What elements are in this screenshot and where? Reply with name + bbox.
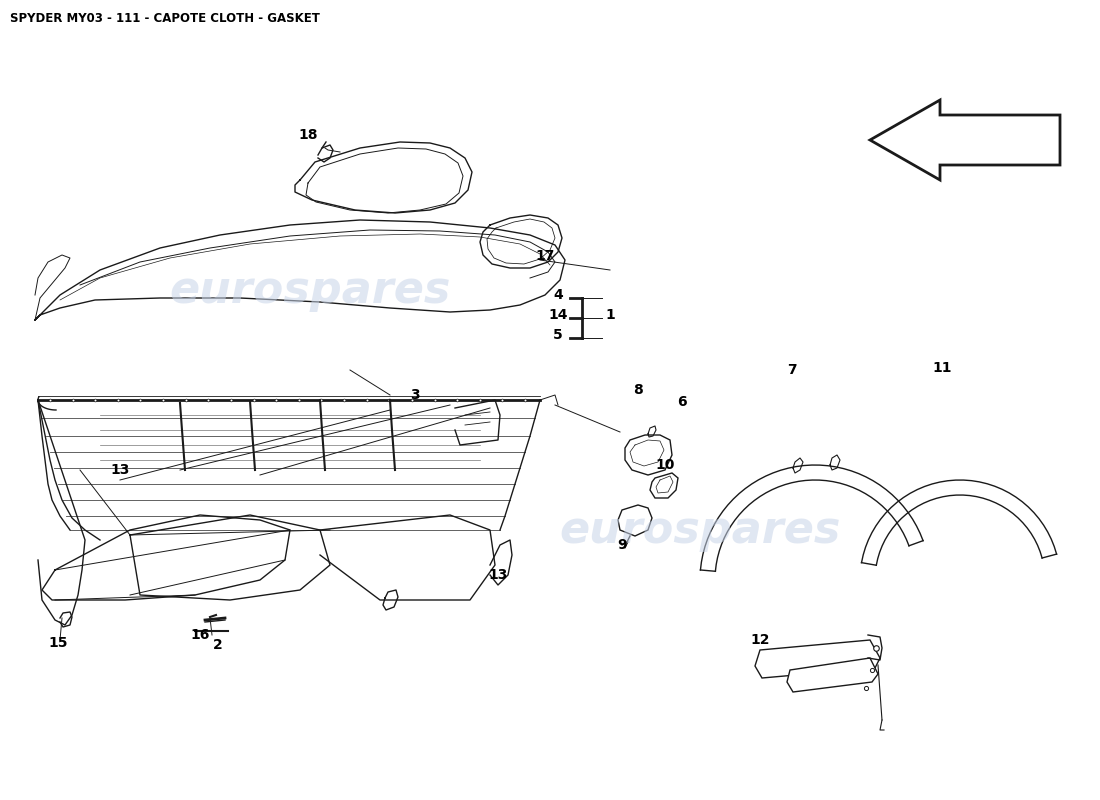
Text: 10: 10 [656, 458, 674, 472]
Text: eurospares: eurospares [169, 269, 451, 311]
Text: 6: 6 [678, 395, 686, 409]
Text: 15: 15 [48, 636, 68, 650]
Text: 5: 5 [553, 328, 563, 342]
Polygon shape [618, 505, 652, 536]
Text: eurospares: eurospares [559, 509, 840, 551]
Polygon shape [625, 435, 672, 475]
Polygon shape [786, 658, 878, 692]
Text: 4: 4 [553, 288, 563, 302]
Text: 14: 14 [548, 308, 568, 322]
Text: 7: 7 [788, 363, 796, 377]
Text: 17: 17 [536, 249, 554, 263]
Text: SPYDER MY03 - 111 - CAPOTE CLOTH - GASKET: SPYDER MY03 - 111 - CAPOTE CLOTH - GASKE… [10, 12, 320, 25]
Polygon shape [755, 640, 880, 678]
Polygon shape [650, 473, 678, 498]
Text: 9: 9 [617, 538, 627, 552]
Text: 12: 12 [750, 633, 770, 647]
Text: 13: 13 [110, 463, 130, 477]
Text: 18: 18 [298, 128, 318, 142]
Text: 1: 1 [605, 308, 615, 322]
Text: 16: 16 [190, 628, 210, 642]
Text: 8: 8 [634, 383, 642, 397]
Text: 2: 2 [213, 638, 223, 652]
Text: 13: 13 [488, 568, 508, 582]
Text: 3: 3 [410, 388, 420, 402]
Text: 11: 11 [933, 361, 952, 375]
Polygon shape [870, 100, 1060, 180]
